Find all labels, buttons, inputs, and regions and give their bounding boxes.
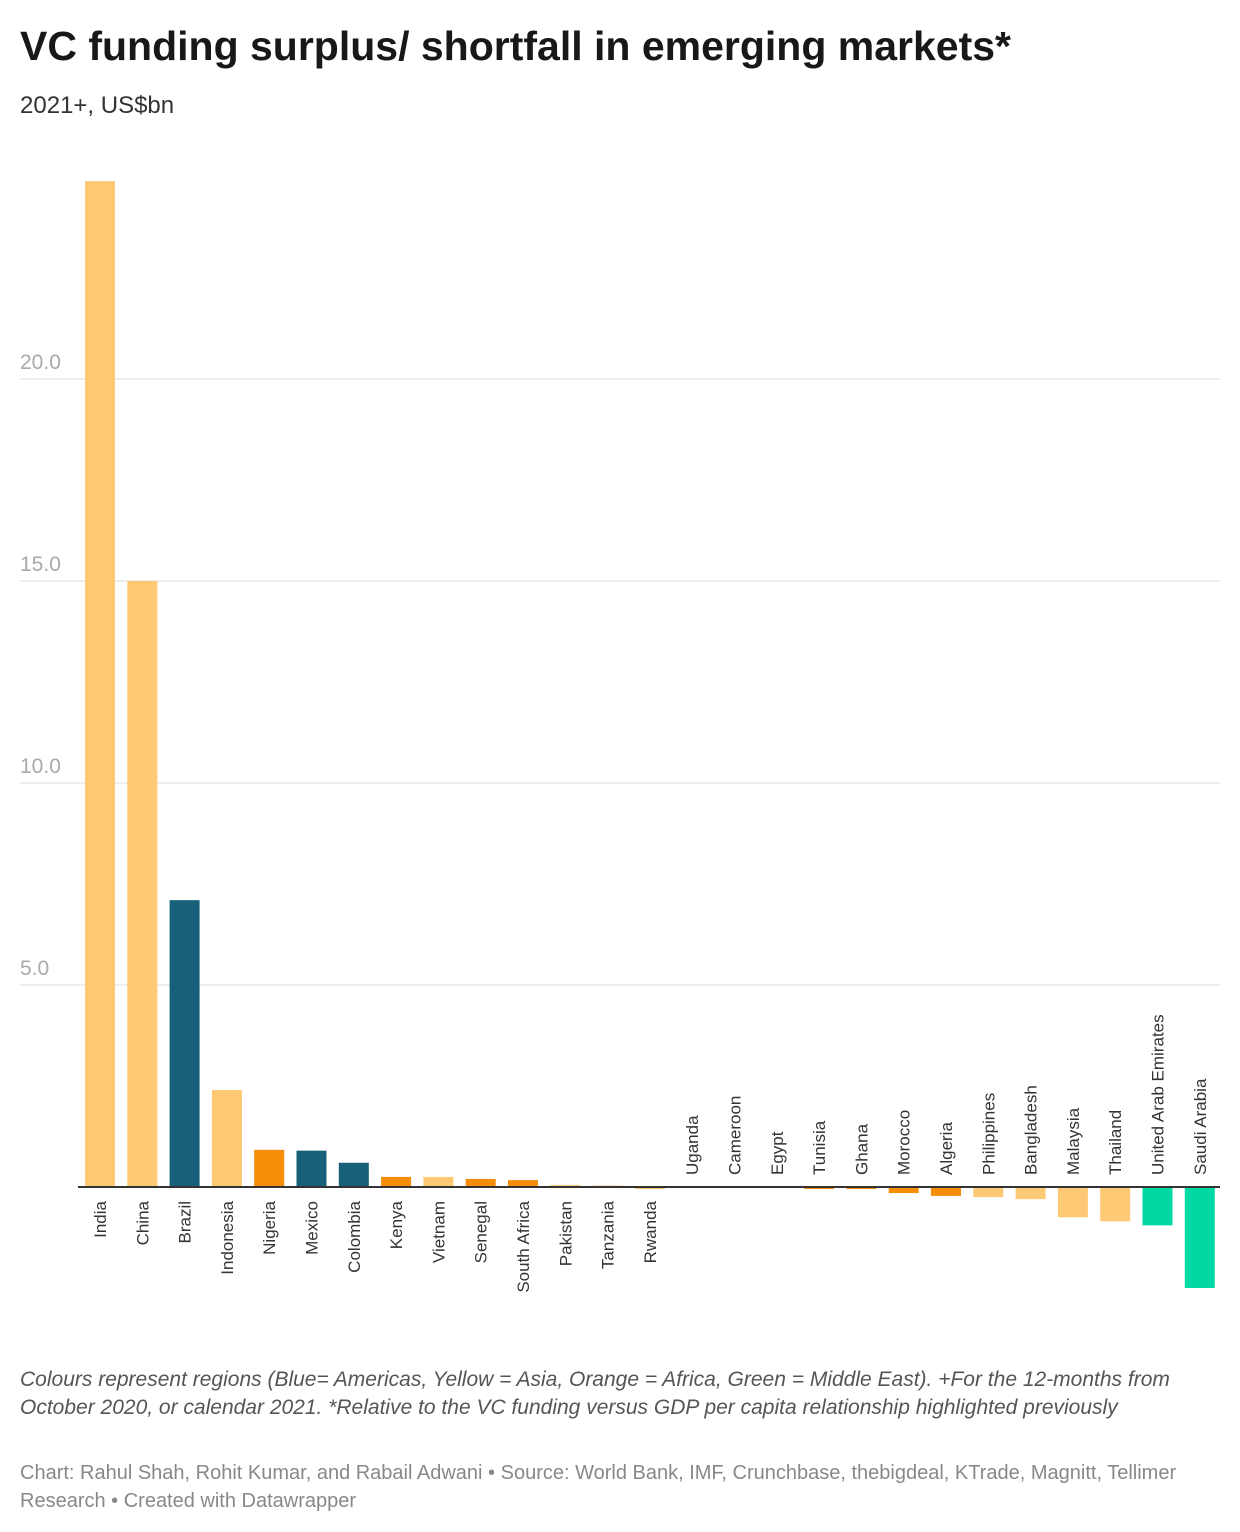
bar-thailand bbox=[1100, 1187, 1131, 1222]
bars bbox=[85, 181, 1215, 1288]
bar-mexico bbox=[296, 1150, 327, 1187]
category-label-egypt: Egypt bbox=[768, 1131, 787, 1175]
category-label-saudi-arabia: Saudi Arabia bbox=[1191, 1078, 1210, 1175]
category-label-india: India bbox=[91, 1200, 110, 1237]
bar-colombia bbox=[338, 1162, 369, 1187]
chart-note: Colours represent regions (Blue= America… bbox=[20, 1368, 1170, 1419]
bar-indonesia bbox=[211, 1090, 242, 1187]
category-label-ghana: Ghana bbox=[852, 1123, 871, 1175]
category-label-south-africa: South Africa bbox=[514, 1200, 533, 1292]
y-tick-labels: 5.0 10.0 15.0 20.0 bbox=[20, 351, 61, 980]
y-tick-label: 15.0 bbox=[20, 553, 61, 576]
category-label-algeria: Algeria bbox=[937, 1122, 956, 1175]
bar-morocco bbox=[888, 1187, 919, 1194]
chart-subtitle: 2021+, US$bn bbox=[20, 92, 175, 119]
category-label-mexico: Mexico bbox=[303, 1201, 322, 1255]
bar-malaysia bbox=[1057, 1187, 1088, 1218]
category-label-morocco: Morocco bbox=[895, 1110, 914, 1175]
y-tick-label: 10.0 bbox=[20, 755, 61, 778]
bar-brazil bbox=[169, 900, 200, 1187]
bar-senegal bbox=[465, 1178, 496, 1187]
category-label-kenya: Kenya bbox=[387, 1200, 406, 1249]
category-label-pakistan: Pakistan bbox=[556, 1201, 575, 1266]
category-label-rwanda: Rwanda bbox=[641, 1200, 660, 1263]
bar-nigeria bbox=[254, 1149, 285, 1187]
category-label-cameroon: Cameroon bbox=[726, 1096, 745, 1175]
bar-philippines bbox=[973, 1187, 1004, 1198]
category-label-indonesia: Indonesia bbox=[218, 1200, 237, 1274]
bar-united-arab-emirates bbox=[1142, 1187, 1173, 1226]
bar-vietnam bbox=[423, 1176, 454, 1187]
bar-saudi-arabia bbox=[1184, 1187, 1215, 1288]
bar-ghana bbox=[846, 1187, 877, 1190]
gridlines bbox=[20, 378, 1220, 986]
bar-algeria bbox=[931, 1187, 961, 1196]
category-label-bangladesh: Bangladesh bbox=[1022, 1085, 1041, 1175]
category-label-philippines: Philippines bbox=[979, 1093, 998, 1175]
y-tick-label: 20.0 bbox=[20, 351, 61, 374]
bar-pakistan bbox=[550, 1184, 581, 1187]
category-label-uganda: Uganda bbox=[683, 1115, 702, 1175]
bar-south-africa bbox=[508, 1180, 538, 1187]
category-label-vietnam: Vietnam bbox=[429, 1201, 448, 1263]
category-labels: India China Brazil Indonesia Nigeria Mexico Co… bbox=[91, 1014, 1210, 1292]
bar-india bbox=[85, 181, 115, 1187]
y-tick-label: 5.0 bbox=[20, 957, 49, 980]
category-label-brazil: Brazil bbox=[176, 1201, 195, 1244]
chart-title: VC funding surplus/ shortfall in emergin… bbox=[20, 23, 1011, 69]
category-label-tanzania: Tanzania bbox=[599, 1200, 618, 1269]
bar-tunisia bbox=[804, 1187, 835, 1190]
category-label-senegal: Senegal bbox=[472, 1201, 491, 1263]
chart-credits: Chart: Rahul Shah, Rohit Kumar, and Raba… bbox=[20, 1462, 1177, 1512]
bar-chart: India China Brazil Indonesia Nigeria Mexico Co… bbox=[20, 181, 1220, 1293]
category-label-nigeria: Nigeria bbox=[260, 1200, 279, 1254]
category-label-colombia: Colombia bbox=[345, 1200, 364, 1272]
category-label-united-arab-emirates: United Arab Emirates bbox=[1149, 1014, 1168, 1175]
category-label-tunisia: Tunisia bbox=[810, 1120, 829, 1175]
category-label-china: China bbox=[133, 1200, 152, 1245]
category-label-thailand: Thailand bbox=[1106, 1110, 1125, 1175]
bar-bangladesh bbox=[1015, 1187, 1046, 1200]
bar-china bbox=[127, 581, 158, 1187]
bar-kenya bbox=[381, 1176, 412, 1187]
category-label-malaysia: Malaysia bbox=[1064, 1107, 1083, 1175]
